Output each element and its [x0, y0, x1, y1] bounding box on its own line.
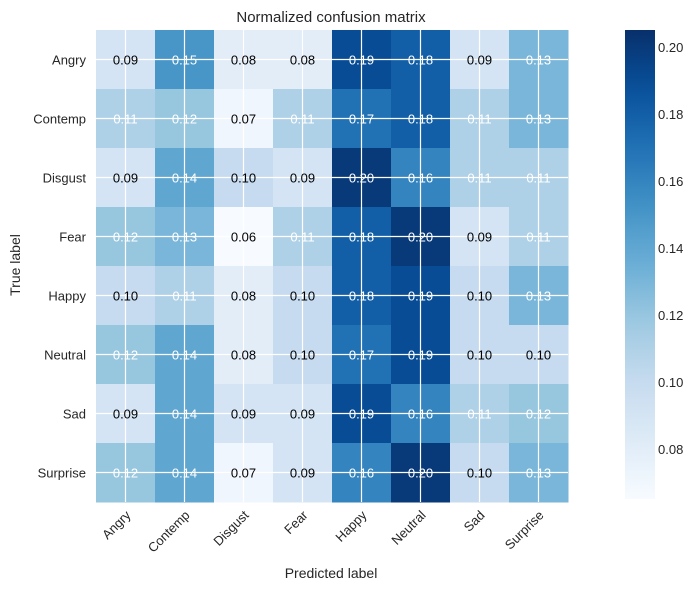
cell-value-label: 0.09	[290, 466, 315, 481]
cell-value-label: 0.19	[349, 53, 374, 68]
x-tick-label: Surprise	[502, 508, 547, 553]
colorbar-tick-label: 0.14	[658, 241, 683, 256]
cell-value-label: 0.11	[467, 171, 491, 186]
cell-value-label: 0.13	[172, 230, 197, 245]
x-tick-label: Angry	[99, 507, 134, 542]
cell-value-label: 0.14	[172, 171, 197, 186]
cell-value-label: 0.10	[113, 289, 138, 304]
cell-value-label: 0.12	[113, 348, 138, 363]
y-tick-label: Happy	[48, 289, 86, 304]
cell-value-label: 0.11	[526, 171, 550, 186]
cell-value-label: 0.10	[467, 348, 492, 363]
cell-value-labels: 0.09 0.15 0.08 0.08 0.19 0.18 0.09 0.13 0.11 0.12…	[113, 53, 551, 481]
y-tick-label: Sad	[63, 407, 86, 422]
cell-value-label: 0.09	[113, 171, 138, 186]
y-tick-label: Disgust	[43, 171, 87, 186]
cell-value-label: 0.18	[349, 230, 374, 245]
cell-value-label: 0.09	[467, 53, 492, 68]
cell-value-label: 0.13	[526, 289, 551, 304]
cell-value-label: 0.08	[231, 289, 256, 304]
cell-value-label: 0.14	[172, 407, 197, 422]
cell-value-label: 0.12	[113, 230, 138, 245]
cell-value-label: 0.07	[231, 466, 256, 481]
cell-value-label: 0.17	[349, 348, 374, 363]
cell-value-label: 0.20	[349, 171, 374, 186]
colorbar-gradient	[625, 30, 655, 499]
cell-value-label: 0.18	[408, 112, 433, 127]
x-tick-label: Neutral	[388, 507, 428, 547]
x-tick-labels: Angry Contemp Disgust Fear Happy Neutral Sad Su…	[99, 507, 547, 555]
colorbar-tick-label: 0.20	[658, 40, 683, 55]
x-axis-label: Predicted label	[285, 565, 378, 581]
cell-value-label: 0.18	[408, 53, 433, 68]
cell-value-label: 0.11	[290, 230, 314, 245]
cell-value-label: 0.09	[231, 407, 256, 422]
y-tick-label: Surprise	[38, 466, 86, 481]
cell-value-label: 0.11	[290, 112, 314, 127]
cell-value-label: 0.09	[467, 230, 492, 245]
cell-value-label: 0.18	[349, 289, 374, 304]
cell-value-label: 0.07	[231, 112, 256, 127]
y-tick-label: Contemp	[33, 112, 86, 127]
x-tick-label: Fear	[281, 507, 311, 537]
y-tick-label: Fear	[59, 230, 86, 245]
y-tick-label: Angry	[52, 53, 86, 68]
cell-value-label: 0.17	[349, 112, 374, 127]
cell-value-label: 0.11	[467, 112, 491, 127]
y-tick-label: Neutral	[44, 348, 86, 363]
heatmap-cells	[96, 30, 569, 503]
cell-value-label: 0.16	[408, 407, 433, 422]
cell-value-label: 0.06	[231, 230, 256, 245]
cell-value-label: 0.11	[113, 112, 137, 127]
cell-value-label: 0.12	[113, 466, 138, 481]
y-axis-label: True label	[7, 234, 23, 296]
cell-value-label: 0.10	[290, 348, 315, 363]
cell-value-label: 0.20	[408, 230, 433, 245]
colorbar-tick-label: 0.12	[658, 308, 683, 323]
cell-value-label: 0.10	[290, 289, 315, 304]
cell-value-label: 0.09	[113, 407, 138, 422]
x-tick-label: Sad	[461, 508, 488, 535]
cell-value-label: 0.19	[408, 348, 433, 363]
cell-value-label: 0.11	[467, 407, 491, 422]
cell-value-label: 0.10	[467, 466, 492, 481]
cell-value-label: 0.08	[231, 348, 256, 363]
cell-value-label: 0.11	[172, 289, 196, 304]
heatmap-grid	[96, 30, 568, 502]
colorbar-tick-label: 0.10	[658, 375, 683, 390]
cell-value-label: 0.19	[408, 289, 433, 304]
cell-value-label: 0.11	[526, 230, 550, 245]
cell-value-label: 0.13	[526, 466, 551, 481]
colorbar-tick-label: 0.08	[658, 442, 683, 457]
cell-value-label: 0.10	[526, 348, 551, 363]
cell-value-label: 0.16	[408, 171, 433, 186]
cell-value-label: 0.10	[231, 171, 256, 186]
cell-value-label: 0.19	[349, 407, 374, 422]
cell-value-label: 0.16	[349, 466, 374, 481]
cell-value-label: 0.10	[467, 289, 492, 304]
cell-value-label: 0.12	[172, 112, 197, 127]
colorbar-tick-label: 0.16	[658, 174, 683, 189]
cell-value-label: 0.14	[172, 348, 197, 363]
colorbar: 0.08 0.10 0.12 0.14 0.16 0.18 0.20	[625, 30, 683, 499]
cell-value-label: 0.09	[290, 407, 315, 422]
cell-value-label: 0.14	[172, 466, 197, 481]
cell-value-label: 0.12	[526, 407, 551, 422]
colorbar-tick-label: 0.18	[658, 107, 683, 122]
cell-value-label: 0.13	[526, 53, 551, 68]
cell-value-label: 0.20	[408, 466, 433, 481]
chart-title: Normalized confusion matrix	[236, 9, 426, 26]
cell-value-label: 0.13	[526, 112, 551, 127]
x-tick-label: Disgust	[210, 507, 252, 549]
cell-value-label: 0.08	[290, 53, 315, 68]
x-tick-label: Happy	[332, 507, 370, 545]
cell-value-label: 0.09	[113, 53, 138, 68]
x-tick-label: Contemp	[145, 508, 193, 556]
cell-value-label: 0.15	[172, 53, 197, 68]
cell-value-label: 0.09	[290, 171, 315, 186]
y-tick-labels: Angry Contemp Disgust Fear Happy Neutral Sad Su…	[33, 53, 86, 481]
cell-value-label: 0.08	[231, 53, 256, 68]
